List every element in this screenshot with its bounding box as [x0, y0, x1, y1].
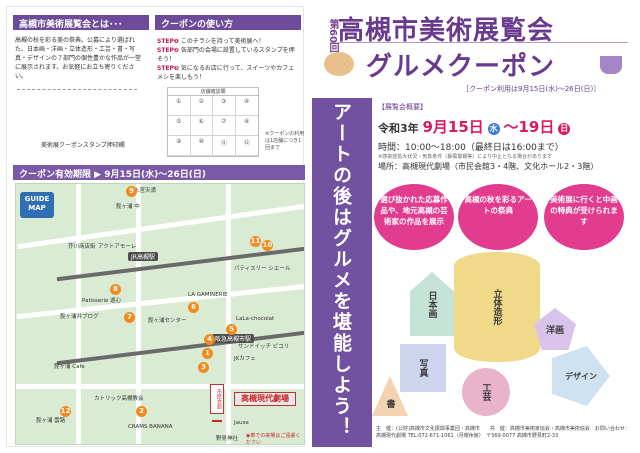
map-label: CRAMS BANANA	[128, 424, 173, 430]
stamp-cell: ⑪	[213, 136, 236, 156]
map-label: 髭ヶ浦センター	[148, 318, 187, 324]
stamp-note: ※クーポンの利用は1店舗につき1回まで	[265, 131, 305, 151]
category-shape: 日本画	[410, 272, 454, 336]
map-label: 髭ヶ浦 Cafe	[54, 364, 85, 370]
stamp-cell: ⑦	[213, 116, 236, 136]
shop-pin[interactable]: 2	[136, 406, 147, 417]
exhibition-time: 時間：10:00〜18:00（最終日は16:00まで）	[378, 143, 564, 153]
feature-bubble: 美術展に行くと中画の特典が受けられます	[544, 184, 624, 250]
map-road	[136, 184, 141, 444]
right-page: 第60回 高槻市美術展覧会 グルメクーポン ［クーポン利用は9月15日(水)〜2…	[312, 6, 634, 447]
shop-stamp-grid: 店舗確認欄 ① ② ③ ④ ⑤ ⑥ ⑦ ⑧ ⑨ ⑩ ⑪ ⑫	[167, 87, 259, 157]
map-label: パティスリー シエール	[234, 266, 291, 272]
vertical-banner	[312, 98, 372, 447]
stamp-cell: ④	[235, 96, 258, 116]
stamp-cell: ①	[168, 96, 191, 116]
weekday-badge: 日	[558, 123, 571, 135]
exhibition-period: 令和3年 9月15日 水 〜19日 日	[378, 118, 571, 136]
usage-step-1: STEP❶ このチラシを持って美術展へ！	[157, 38, 265, 45]
hankyu-station-label: 阪急高槻市駅	[212, 334, 255, 343]
stamp-area	[17, 89, 137, 129]
category-shape: 工芸	[462, 368, 510, 416]
map-label: 野見神社	[216, 436, 239, 442]
category-shape: 立体造形	[454, 252, 540, 362]
stamp-cell: ③	[213, 96, 236, 116]
map-label: LaLa-chocolat	[236, 316, 275, 322]
coupon-valid-period-bar: クーポン有効期限 ▶ 9月15日(水)〜26日(日)	[13, 165, 305, 180]
shop-pin[interactable]: 9	[126, 186, 137, 197]
overview-label: 【展覧会概要】	[378, 103, 427, 111]
category-shape: 写真	[400, 344, 446, 392]
category-shape: デザイン	[552, 346, 610, 406]
bread-icon	[324, 52, 354, 76]
map-road	[76, 184, 81, 444]
map-label: サンドイッチ ピコリ	[238, 344, 290, 350]
feature-bubble: 高槻の秋を彩るアートの祭典	[458, 184, 538, 250]
usage-step-2: STEP❷ 各部門の会場に設置しているスタンプを押そう！	[157, 47, 295, 63]
map-label: JKカフェ	[234, 356, 256, 362]
stamp-cell: ⑤	[168, 116, 191, 136]
guide-map-badge: GUIDE MAP	[20, 192, 54, 218]
edition-label: 第60回	[327, 19, 338, 53]
parking-note: ◉車での来場はご遠慮ください	[246, 433, 301, 445]
usage-heading: クーポンの使い方	[155, 15, 301, 30]
shop-pin[interactable]: 1	[202, 348, 213, 359]
shop-pin[interactable]: 8	[110, 284, 121, 295]
map-label: LA GAMINERIE	[188, 292, 228, 298]
main-title: 高槻市美術展覧会	[338, 16, 555, 46]
stamp-grid-header: 店舗確認欄	[168, 88, 258, 96]
map-label: 髭ヶ浦井ブログ	[60, 314, 99, 320]
stamp-cell: ⑧	[235, 116, 258, 136]
map-label: 髭ヶ浦 雲路	[36, 418, 66, 424]
map-label: 芥川商店街	[68, 244, 96, 250]
sub-title: グルメクーポン	[366, 52, 556, 82]
shop-pin[interactable]: 10	[262, 240, 273, 251]
time-note: ※感染症拡大状況・気象条件（暴風警報等）により中止となる場合があります	[378, 154, 552, 160]
shop-pin[interactable]: 4	[204, 334, 215, 345]
stamp-cell: ②	[190, 96, 213, 116]
vertical-title: アートの後はグルメを堪能しよう！	[330, 102, 352, 438]
guide-heading: 高槻市美術展覧会とは･･･	[13, 15, 149, 30]
guide-text: 高槻の秋を彩る美の祭典。公募により選ばれた、日本画・洋画・立体造形・工芸・書・写…	[15, 37, 142, 80]
stamp-cell: ⑨	[168, 136, 191, 156]
map-road	[16, 384, 304, 389]
exhibition-place: 場所：高槻現代劇場（市民会館3・4階、文化ホール2・3階）	[378, 162, 599, 171]
usage-step-3: STEP❸ 気になるお店に行って、スイーツやカフェメシを楽しもう！	[157, 65, 295, 81]
stamp-cell: ⑥	[190, 116, 213, 136]
map-label: 髭ヶ浦 中	[116, 204, 140, 210]
guide-map: GUIDE MAP JR高槻駅 阪急高槻市駅 上宮天満 芥川商店街 アクトアモー…	[15, 183, 305, 445]
organizer-footer: 主 催：(公財)高槻市文化振興事業団・高槻市 共 催：高槻市美術家協会・高槻市美…	[376, 426, 630, 439]
coupon-period: ［クーポン利用は9月15日(水)〜26日(日)］	[462, 85, 601, 93]
jr-station-label: JR高槻駅	[128, 252, 158, 261]
usage-steps: STEP❶ このチラシを持って美術展へ！ STEP❷ 各部門の会場に設置している…	[157, 37, 299, 82]
title-divider	[338, 42, 628, 43]
stamp-cell: ⑩	[190, 136, 213, 156]
torii-icon	[212, 420, 222, 428]
venue-label: 高槻現代劇場	[234, 392, 296, 406]
stamp-label: 美術展クーポンスタンプ押印欄	[41, 142, 125, 149]
shop-pin[interactable]: 11	[250, 236, 261, 247]
stamp-cell: ⑫	[235, 136, 258, 156]
shop-pin[interactable]: 7	[124, 312, 135, 323]
shop-pin[interactable]: 6	[188, 302, 199, 313]
map-label: カトリック高槻教会	[94, 396, 144, 402]
map-label: アクトアモーレ	[98, 244, 137, 250]
map-road	[226, 184, 231, 444]
feature-bubble: 選び抜かれた応募作品や、地元高槻の芸術家の作品を展示	[374, 184, 454, 250]
civic-hall-building: 市民会館	[210, 384, 224, 414]
shop-pin[interactable]: 5	[226, 324, 237, 335]
category-shape: 洋画	[534, 308, 576, 350]
cup-icon	[600, 56, 622, 74]
left-page: 高槻市美術展覧会とは･･･ 高槻の秋を彩る美の祭典。公募により選ばれた、日本画・…	[6, 6, 305, 447]
map-label: Patisserie 遊心	[82, 298, 122, 304]
weekday-badge: 水	[487, 123, 500, 135]
map-label: 上宮天満	[134, 188, 157, 194]
map-label: Jause	[234, 420, 249, 426]
shop-pin[interactable]: 3	[198, 362, 209, 373]
shop-pin[interactable]: 12	[60, 406, 71, 417]
